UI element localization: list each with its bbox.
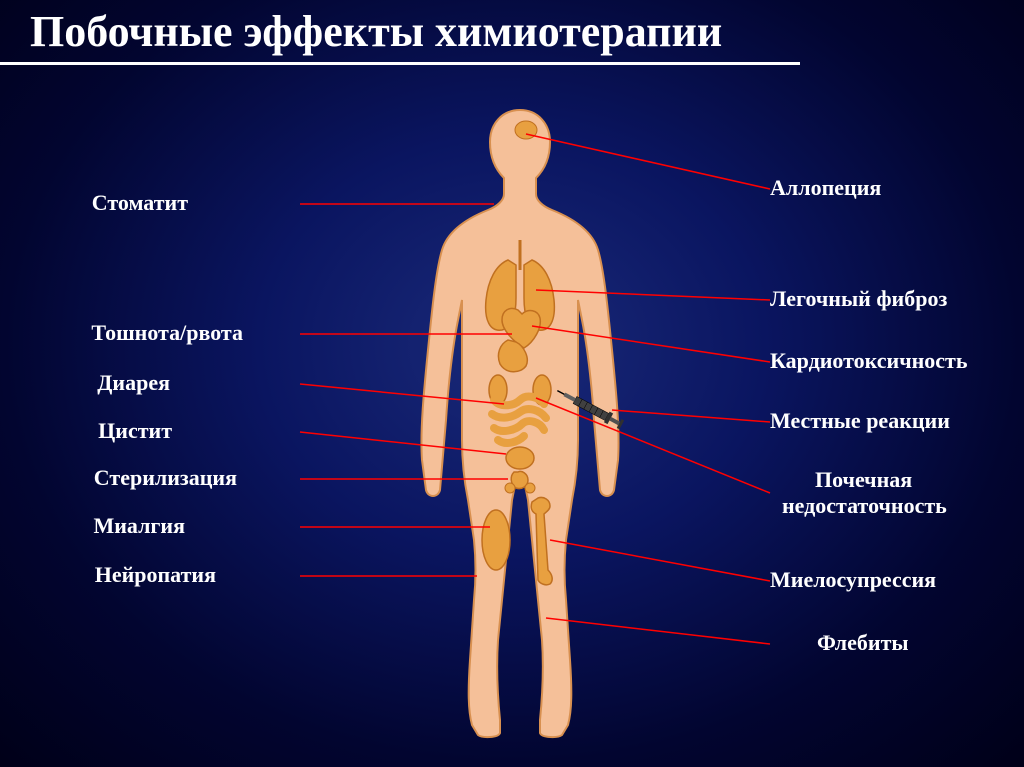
- effect-label: Кардиотоксичность: [770, 348, 968, 374]
- effect-label: Стерилизация: [94, 465, 237, 491]
- thigh-muscle: [482, 510, 510, 570]
- effect-label: Легочный фиброз: [770, 286, 947, 312]
- title-underline: [0, 62, 800, 65]
- effect-label: Флебиты: [817, 630, 909, 656]
- effect-label: Аллопеция: [770, 175, 881, 201]
- page-title: Побочные эффекты химиотерапии: [30, 6, 722, 57]
- bladder: [506, 447, 534, 469]
- effect-label: Миелосупрессия: [770, 567, 936, 593]
- effect-label: Почечная: [815, 467, 912, 493]
- effect-label: Нейропатия: [95, 562, 216, 588]
- effect-label: Миалгия: [93, 513, 185, 539]
- effect-label: Местные реакции: [770, 408, 950, 434]
- effect-label: Стоматит: [92, 190, 188, 216]
- effect-label: недостаточность: [782, 493, 947, 519]
- effect-label: Тошнота/рвота: [91, 320, 243, 346]
- body-figure: [400, 100, 640, 740]
- effect-label: Диарея: [97, 370, 170, 396]
- effect-label: Цистит: [98, 418, 172, 444]
- gonad-left: [505, 483, 515, 493]
- head-spot: [515, 121, 537, 139]
- gonad-right: [525, 483, 535, 493]
